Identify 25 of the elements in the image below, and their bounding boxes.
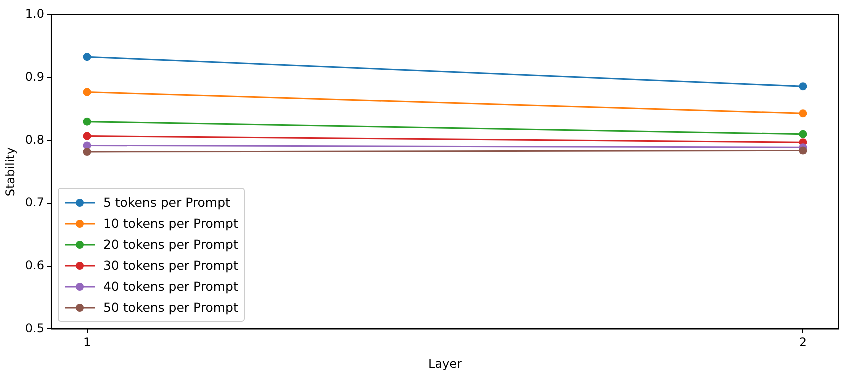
point — [83, 132, 92, 140]
x-axis-title: Layer — [428, 356, 462, 371]
x-tick-label: 1 — [83, 336, 92, 350]
y-tick-label: 0.5 — [25, 321, 44, 336]
legend-label: 10 tokens per Prompt — [103, 216, 238, 232]
point — [799, 82, 808, 91]
point — [799, 146, 808, 155]
point — [83, 118, 92, 126]
y-tick-label: 0.9 — [25, 70, 44, 84]
legend-label: 40 tokens per Prompt — [103, 279, 238, 294]
x-tick-label: 2 — [799, 336, 808, 350]
point — [83, 53, 92, 62]
point — [83, 148, 92, 156]
point — [799, 130, 808, 138]
legend-label: 20 tokens per Prompt — [103, 237, 238, 252]
legend-label: 5 tokens per Prompt — [103, 195, 230, 210]
y-tick-label: 0.6 — [25, 258, 44, 272]
y-tick-label: 1.0 — [25, 7, 44, 22]
legend-label: 30 tokens per Prompt — [103, 258, 238, 274]
y-axis-title: Stability — [3, 148, 18, 197]
y-tick-label: 0.7 — [25, 196, 44, 210]
point — [799, 110, 808, 118]
legend-label: 50 tokens per Prompt — [103, 300, 238, 316]
point — [83, 88, 92, 96]
y-tick-label: 0.8 — [25, 132, 44, 147]
